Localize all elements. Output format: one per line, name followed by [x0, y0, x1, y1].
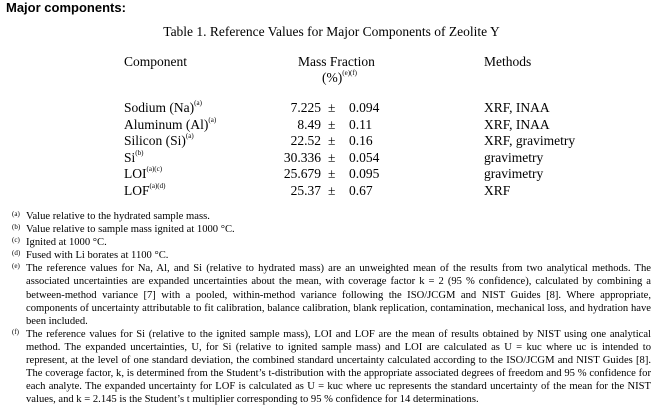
uncertainty: 0.095 — [349, 166, 380, 182]
table-row: Sodium (Na)(a) 7.225 ± 0.094 XRF, INAA — [0, 99, 663, 117]
footnotes: (a) Value relative to the hydrated sample… — [12, 210, 651, 407]
value: 25.679 — [283, 166, 321, 182]
table-row: LOF(a)(d) 25.37 ± 0.67 XRF — [0, 182, 663, 200]
footnote-text: Ignited at 1000 °C. — [26, 237, 107, 249]
uncertainty: 0.054 — [349, 149, 380, 165]
table-caption: Table 1. Reference Values for Major Comp… — [163, 24, 500, 39]
header-unit: (%)(e)(f) — [322, 69, 358, 85]
methods: XRF — [484, 183, 511, 198]
value: 22.52 — [290, 133, 321, 149]
component-name: Si(b) — [124, 148, 144, 165]
component-name: Sodium (Na)(a) — [124, 99, 202, 115]
footnote-mark: (c) — [12, 236, 20, 245]
header-mass-fraction: Mass Fraction — [298, 54, 375, 69]
footnote-text: Value relative to sample mass ignited at… — [26, 224, 235, 236]
uncertainty: 0.16 — [349, 133, 373, 149]
component-name: Aluminum (Al)(a) — [124, 115, 217, 132]
table-row: LOI(a)(c) 25.679 ± 0.095 gravimetry — [0, 165, 663, 183]
component-name: LOF(a)(d) — [124, 182, 166, 198]
section-heading: Major components: — [6, 0, 126, 15]
footnote: (a) Value relative to the hydrated sample… — [12, 210, 651, 223]
value: 30.336 — [283, 149, 321, 165]
header-component: Component — [124, 54, 187, 69]
footnote-mark: (d) — [12, 249, 21, 258]
footnote-text: Fused with Li borates at 1100 °C. — [26, 250, 169, 262]
footnote-text: Value relative to the hydrated sample ma… — [26, 211, 210, 222]
component-name: Silicon (Si)(a) — [124, 132, 194, 149]
plus-minus: ± — [328, 183, 336, 198]
footnote: (e) The reference values for Na, Al, and … — [12, 262, 651, 327]
footnote: (c) Ignited at 1000 °C. — [12, 236, 651, 249]
table-row: Aluminum (Al)(a) 8.49 ± 0.11 XRF, INAA — [0, 115, 663, 134]
header-methods: Methods — [484, 54, 532, 69]
plus-minus: ± — [328, 100, 336, 115]
plus-minus: ± — [328, 116, 336, 132]
methods: XRF, INAA — [484, 116, 550, 132]
footnote-mark: (f) — [12, 327, 19, 336]
footnote-mark: (b) — [12, 223, 21, 232]
footnote-mark: (e) — [12, 262, 20, 271]
footnote: (d) Fused with Li borates at 1100 °C. — [12, 249, 651, 262]
footnote-mark: (a) — [12, 210, 20, 218]
table-row: Si(b) 30.336 ± 0.054 gravimetry — [0, 148, 663, 167]
methods: gravimetry — [484, 149, 544, 165]
footnote: (f) The reference values for Si (relative… — [12, 327, 651, 407]
footnote-text: The reference values for Na, Al, and Si … — [26, 263, 651, 327]
plus-minus: ± — [328, 166, 336, 182]
plus-minus: ± — [328, 133, 336, 149]
methods: XRF, INAA — [484, 100, 550, 115]
value: 25.37 — [290, 183, 321, 198]
table-row: Silicon (Si)(a) 22.52 ± 0.16 XRF, gravim… — [0, 132, 663, 150]
uncertainty: 0.67 — [349, 183, 373, 198]
footnote-text: The reference values for Si (relative to… — [26, 328, 651, 406]
uncertainty: 0.11 — [349, 116, 373, 132]
methods: gravimetry — [484, 166, 544, 182]
plus-minus: ± — [328, 149, 336, 165]
value: 8.49 — [297, 116, 321, 132]
value: 7.225 — [290, 100, 321, 115]
methods: XRF, gravimetry — [484, 133, 576, 149]
component-name: LOI(a)(c) — [124, 165, 163, 182]
uncertainty: 0.094 — [349, 100, 380, 115]
footnote: (b) Value relative to sample mass ignited… — [12, 223, 651, 236]
